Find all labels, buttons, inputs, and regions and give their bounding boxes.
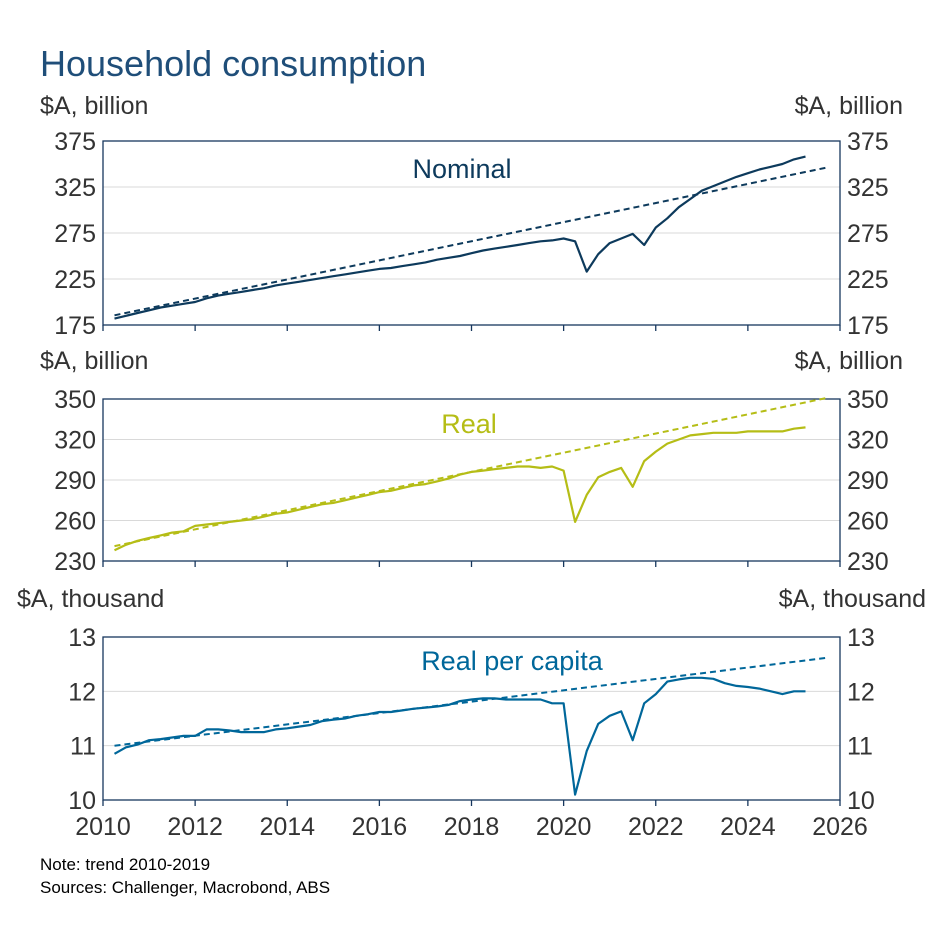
y-axis-label-right: $A, billion [795,92,903,120]
trend-line-real [114,396,829,548]
y-tick-label-left: 275 [54,220,96,248]
panel-real: 230 230 260 260 290 290 320 320 350 350 $A, billio… [40,347,903,576]
panel-nominal: 175 175 225 225 275 275 325 325 375 375 $A, billio… [40,92,903,340]
panels: 175 175 225 225 275 275 325 325 375 375 $A, billio… [17,92,926,841]
y-tick-label-right: 225 [847,266,889,294]
y-tick-label-right: 260 [847,508,889,536]
series-label-nominal: Nominal [412,154,511,184]
series-label-real: Real [441,409,497,439]
y-tick-label-right: 175 [847,312,889,340]
series-line-nominal [114,155,806,320]
y-tick-label-left: 260 [54,508,96,536]
y-tick-label-right: 10 [847,787,875,815]
y-tick-label-left: 13 [68,624,96,652]
y-tick-label-left: 10 [68,787,96,815]
sources-text: Sources: Challenger, Macrobond, ABS [40,878,330,897]
trend-line-nominal [114,166,829,317]
y-axis-label-left: $A, billion [40,347,148,375]
x-tick-label: 2010 [75,813,131,841]
y-tick-label-right: 290 [847,467,889,495]
x-tick-label: 2012 [167,813,223,841]
y-axis-label-left: $A, billion [40,92,148,120]
x-tick-label: 2024 [720,813,776,841]
x-tick-label: 2018 [444,813,500,841]
y-tick-label-right: 350 [847,386,889,414]
y-tick-label-right: 13 [847,624,875,652]
y-tick-label-left: 320 [54,427,96,455]
y-tick-label-right: 275 [847,220,889,248]
y-axis-label-right: $A, thousand [779,585,926,613]
panel-per_capita: 10 10 11 11 12 12 13 13 $A, thousand $A, thousand… [17,585,926,841]
note-text: Note: trend 2010-2019 [40,855,210,874]
x-tick-label: 2020 [536,813,592,841]
y-tick-label-left: 350 [54,386,96,414]
series-line-per_capita [113,676,806,796]
y-tick-label-left: 11 [70,733,96,761]
series-label-per_capita: Real per capita [421,646,604,676]
y-tick-label-right: 230 [847,548,889,576]
y-tick-label-left: 325 [54,174,96,202]
x-tick-label: 2016 [352,813,408,841]
x-tick-label: 2022 [628,813,684,841]
y-tick-label-right: 12 [847,678,875,706]
y-tick-label-right: 375 [847,128,889,156]
y-axis-label-right: $A, billion [795,347,903,375]
y-tick-label-right: 320 [847,427,889,455]
chart-title: Household consumption [40,43,426,84]
y-tick-label-left: 175 [54,312,96,340]
y-tick-label-right: 11 [847,733,873,761]
x-tick-label: 2014 [259,813,315,841]
series-line-real [114,426,806,552]
y-tick-label-left: 225 [54,266,96,294]
y-axis-label-left: $A, thousand [17,585,164,613]
y-tick-label-right: 325 [847,174,889,202]
y-tick-label-left: 375 [54,128,96,156]
x-tick-label: 2026 [812,813,868,841]
y-tick-label-left: 290 [54,467,96,495]
y-tick-label-left: 230 [54,548,96,576]
y-tick-label-left: 12 [68,678,96,706]
